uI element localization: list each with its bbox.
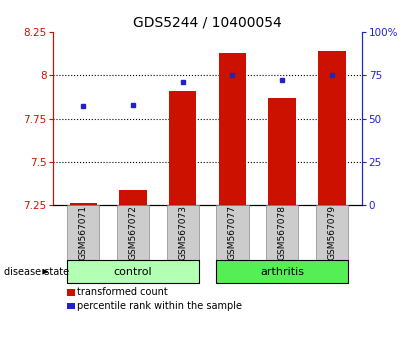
Text: GSM567071: GSM567071 [79,205,88,260]
Bar [219,53,246,205]
Bar [318,51,346,205]
Text: arthritis: arthritis [260,267,304,277]
Bar [268,98,296,205]
Text: GSM567078: GSM567078 [278,205,286,260]
Text: GSM567077: GSM567077 [228,205,237,260]
Text: percentile rank within the sample: percentile rank within the sample [77,301,242,311]
Text: disease state: disease state [4,267,69,277]
Bar [69,203,97,205]
Text: GSM567073: GSM567073 [178,205,187,260]
Text: transformed count: transformed count [77,287,168,297]
Text: GSM567072: GSM567072 [129,205,137,260]
Bar [169,91,196,205]
Bar [119,190,147,205]
Text: GSM567079: GSM567079 [327,205,336,260]
Title: GDS5244 / 10400054: GDS5244 / 10400054 [133,15,282,29]
Text: control: control [114,267,152,277]
